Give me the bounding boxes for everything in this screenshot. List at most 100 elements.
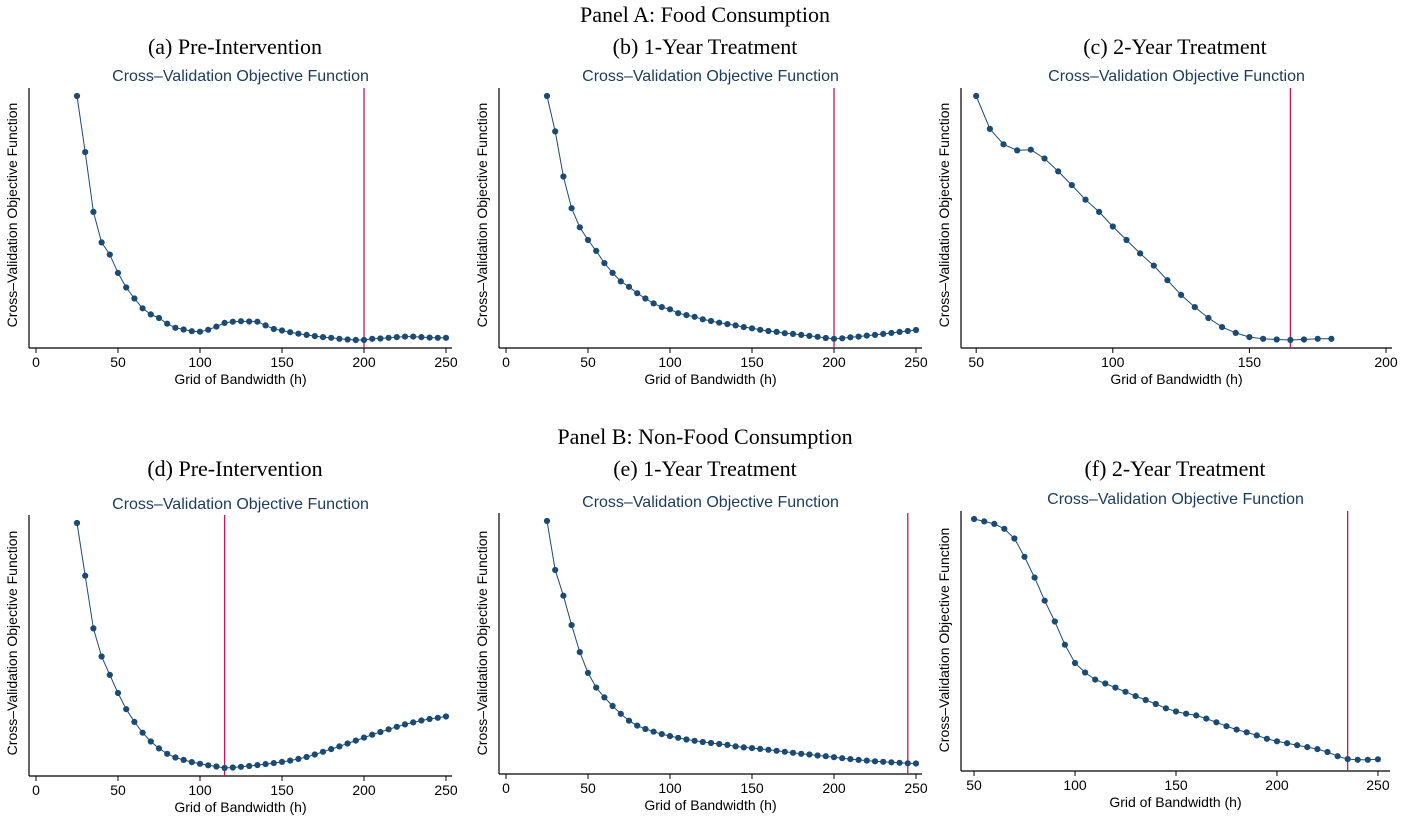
x-tick-label-b: 250 <box>904 354 928 370</box>
data-point-d <box>164 750 171 757</box>
chart-title-f: Cross–Validation Objective Function <box>1047 491 1304 508</box>
data-point-b <box>658 304 665 311</box>
data-point-d <box>155 745 163 752</box>
data-point-b <box>855 333 862 340</box>
data-point-c <box>1055 168 1062 175</box>
data-point-e <box>675 734 682 741</box>
data-point-b <box>568 205 575 212</box>
data-point-e <box>625 717 633 724</box>
x-tick-label-d: 250 <box>434 782 458 798</box>
data-point-d <box>237 763 245 770</box>
chart-title-a: Cross–Validation Objective Function <box>112 68 369 85</box>
data-point-b <box>839 335 846 342</box>
data-point-b <box>593 247 600 254</box>
x-tick-label-d: 50 <box>110 782 126 798</box>
x-tick-label-c: 200 <box>1374 354 1398 370</box>
data-point-b <box>724 321 731 328</box>
x-axis-label-c: Grid of Bandwidth (h) <box>1110 371 1242 387</box>
x-tick-label-f: 250 <box>1366 777 1390 793</box>
data-point-f <box>1132 693 1139 700</box>
data-point-a <box>237 318 245 325</box>
data-point-a <box>360 336 368 344</box>
data-point-d <box>270 760 277 767</box>
data-point-a <box>287 329 294 336</box>
data-point-f <box>1223 723 1230 730</box>
series-line-d <box>76 522 447 769</box>
data-point-e <box>666 733 674 740</box>
data-point-b <box>798 331 805 338</box>
data-point-e <box>716 740 723 748</box>
panel-a-title: Panel A: Food Consumption <box>580 2 830 27</box>
data-point-a <box>344 336 351 343</box>
x-tick-label-c: 50 <box>968 354 984 370</box>
x-tick-label-a: 50 <box>110 354 126 370</box>
data-point-b <box>773 328 780 335</box>
data-point-a <box>385 334 392 341</box>
series-line-b <box>546 95 917 340</box>
data-point-d <box>295 755 302 763</box>
data-point-c <box>1027 146 1034 153</box>
data-point-b <box>896 328 903 335</box>
data-point-e <box>781 748 788 755</box>
data-point-e <box>798 750 805 757</box>
data-point-c <box>1082 196 1089 203</box>
data-point-f <box>1183 710 1190 717</box>
data-point-a <box>246 318 253 325</box>
x-tick-label-e: 100 <box>658 780 682 796</box>
data-point-a <box>401 333 409 340</box>
x-tick-label-f: 150 <box>1164 777 1188 793</box>
data-point-b <box>543 92 551 100</box>
subtitle-f: (f) 2-Year Treatment <box>1084 456 1266 481</box>
data-point-c <box>1260 335 1267 342</box>
data-point-c <box>1000 141 1007 148</box>
data-point-b <box>642 295 649 302</box>
data-point-f <box>1294 742 1301 749</box>
data-point-e <box>896 759 903 766</box>
data-point-a <box>352 336 359 344</box>
data-point-e <box>593 684 600 691</box>
data-point-b <box>560 173 567 180</box>
data-point-a <box>336 335 343 342</box>
data-point-f <box>1092 676 1099 683</box>
data-point-a <box>123 284 130 291</box>
data-point-b <box>830 335 838 342</box>
data-point-e <box>584 669 592 677</box>
data-point-f <box>1314 746 1321 753</box>
data-point-b <box>732 322 739 329</box>
data-point-a <box>229 318 236 325</box>
data-point-e <box>568 622 575 629</box>
data-point-d <box>336 743 343 750</box>
data-point-e <box>699 738 706 746</box>
chart-title-d: Cross–Validation Objective Function <box>112 496 369 513</box>
data-point-e <box>683 736 690 743</box>
data-point-d <box>278 758 286 766</box>
x-tick-label-d: 100 <box>188 782 212 798</box>
data-point-e <box>740 744 747 751</box>
data-point-a <box>90 208 97 215</box>
data-point-e <box>863 757 870 764</box>
y-axis-label-f: Cross–Validation Objective Function <box>936 528 952 753</box>
data-point-c <box>1191 304 1198 311</box>
data-point-a <box>147 311 154 318</box>
data-point-f <box>971 515 978 523</box>
data-point-b <box>609 269 616 276</box>
data-point-b <box>552 128 559 135</box>
data-point-d <box>434 714 441 721</box>
data-point-c <box>1219 324 1226 331</box>
data-point-d <box>319 748 327 755</box>
data-point-d <box>385 726 392 733</box>
data-point-a <box>164 320 171 327</box>
y-axis-label-b: Cross–Validation Objective Function <box>474 103 490 328</box>
data-point-d <box>311 751 318 758</box>
data-point-f <box>1354 756 1361 763</box>
data-point-e <box>658 731 665 738</box>
data-point-b <box>871 331 879 338</box>
y-axis-label-c: Cross–Validation Objective Function <box>936 103 952 328</box>
data-point-e <box>552 566 559 574</box>
data-point-b <box>806 332 813 339</box>
data-point-f <box>1273 738 1281 745</box>
data-point-b <box>666 306 674 313</box>
data-point-a <box>410 333 417 340</box>
data-point-b <box>888 329 895 336</box>
